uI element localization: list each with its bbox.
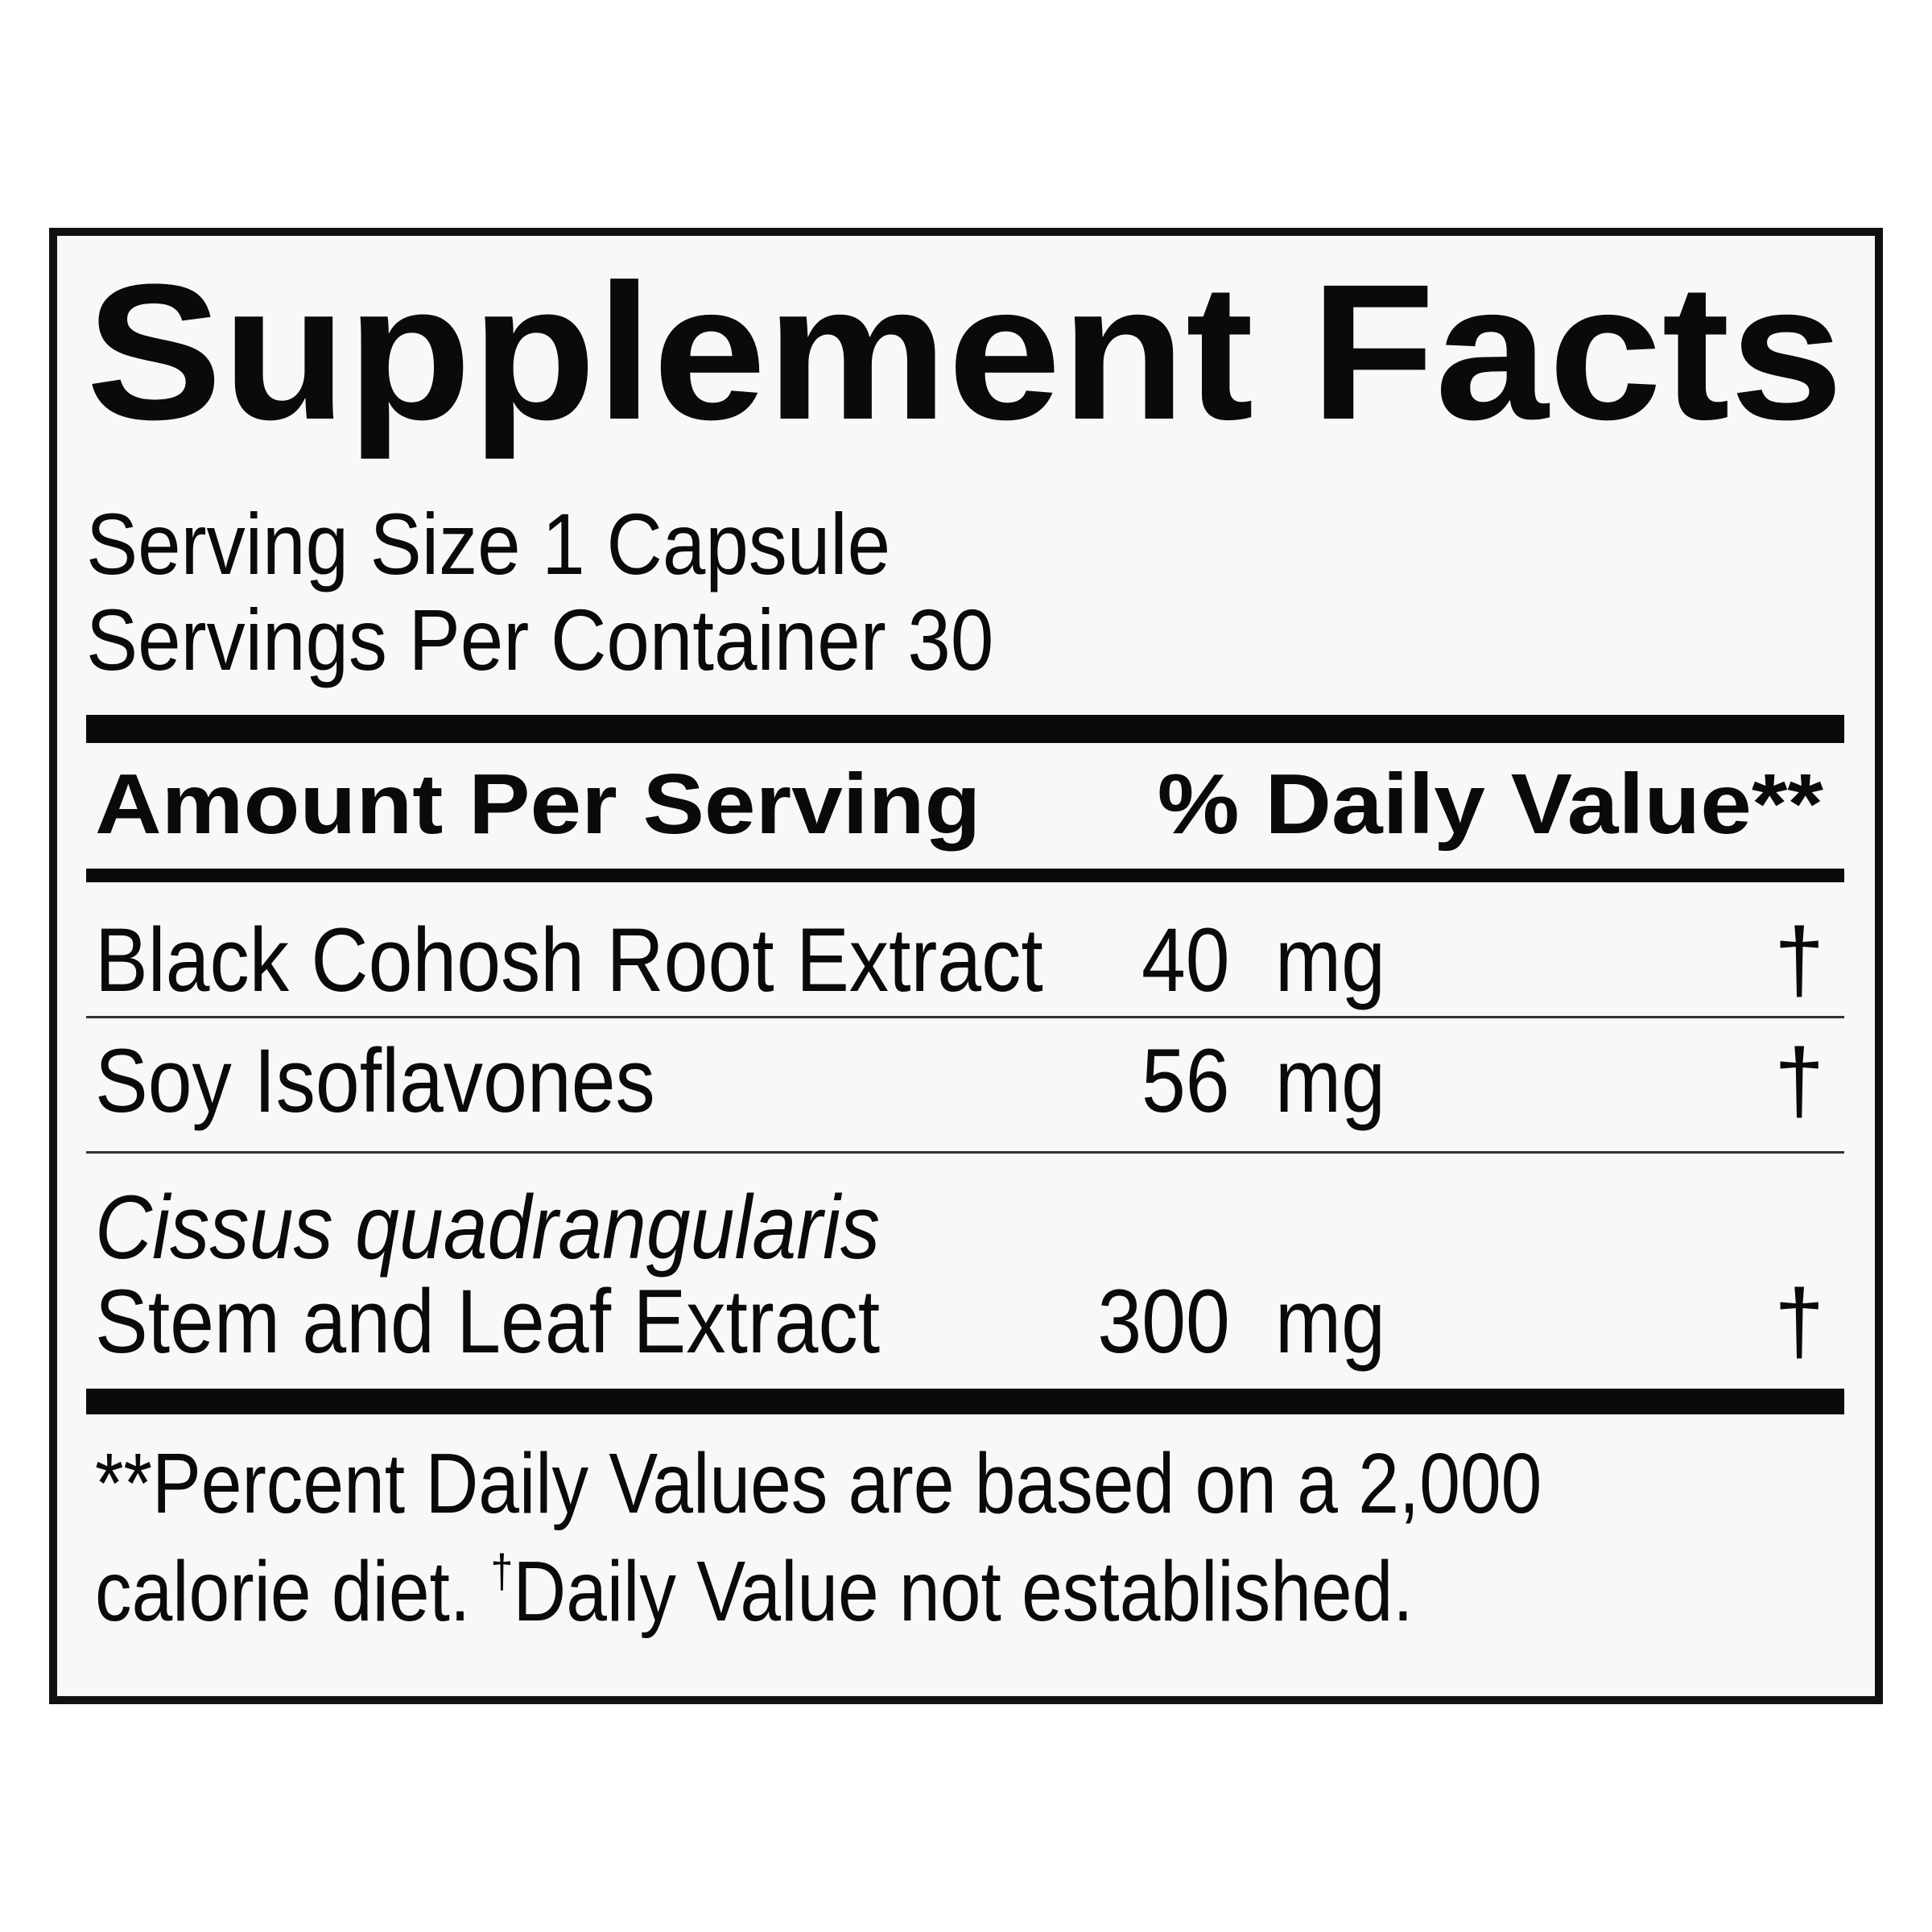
ingredient-amount: 300: [1097, 1271, 1230, 1372]
thick-divider: [86, 1389, 1844, 1414]
ingredient-name: Black Cohosh Root Extract: [95, 910, 1043, 1010]
thin-divider: [86, 1151, 1844, 1154]
servings-per-container: Servings Per Container 30: [86, 591, 994, 688]
thin-divider: [86, 1016, 1844, 1018]
footnote-dv-text: Daily Value not established.: [513, 1544, 1414, 1639]
ingredient-unit: mg: [1275, 910, 1385, 1010]
serving-size: Serving Size 1 Capsule: [86, 495, 891, 592]
dagger-mark: †: [490, 1546, 514, 1599]
dagger-mark: †: [1774, 1271, 1825, 1372]
footnote-line-2: calorie diet. †Daily Value not establish…: [95, 1549, 1414, 1634]
panel-title: Supplement Facts: [86, 244, 1843, 460]
ingredient-botanical-name: Cissus quadrangularis: [95, 1177, 881, 1278]
amount-per-serving-header: Amount Per Serving: [95, 757, 981, 852]
ingredient-unit: mg: [1275, 1030, 1385, 1131]
ingredient-unit: mg: [1275, 1271, 1385, 1372]
daily-value-header: % Daily Value**: [1157, 757, 1823, 852]
dagger-mark: †: [1774, 910, 1825, 1010]
supplement-facts-panel: [49, 228, 1883, 1704]
thick-divider: [86, 715, 1844, 743]
ingredient-name: Soy Isoflavones: [95, 1030, 655, 1131]
footnote-calorie-text: calorie diet.: [95, 1544, 471, 1639]
medium-divider: [86, 869, 1844, 882]
ingredient-amount: 56: [1141, 1030, 1230, 1131]
footnote-line-1: **Percent Daily Values are based on a 2,…: [95, 1436, 1542, 1531]
dagger-mark: †: [1774, 1030, 1825, 1131]
ingredient-name: Stem and Leaf Extract: [95, 1271, 881, 1372]
ingredient-amount: 40: [1141, 910, 1230, 1010]
